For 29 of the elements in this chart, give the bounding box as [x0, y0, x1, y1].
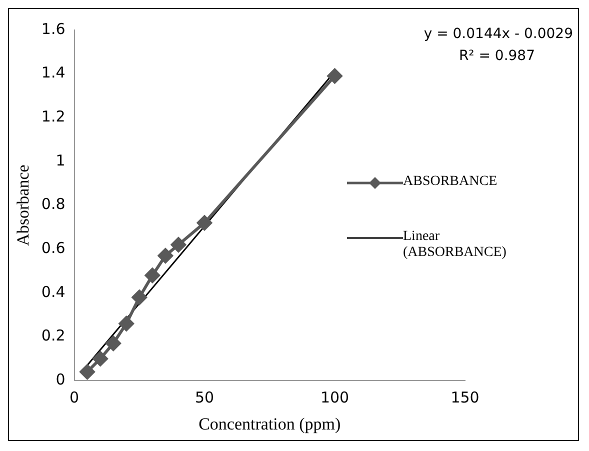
y-tick-label: 1.4: [41, 64, 66, 82]
point: [170, 237, 186, 252]
x-tick-label: 0: [69, 388, 80, 406]
x-tick-label: 150: [450, 388, 480, 406]
point: [158, 248, 173, 264]
y-tick-label: 1: [56, 151, 66, 170]
x-axis-title: Concentration (ppm): [198, 414, 341, 434]
legend-label: Linear (ABSORBANCE): [403, 229, 506, 261]
legend-label: ABSORBANCE: [403, 174, 498, 190]
annotation: R² = 0.987: [458, 48, 535, 64]
y-axis-title: Absorbance: [14, 164, 33, 246]
point: [92, 351, 108, 366]
point: [197, 215, 212, 230]
x-tick-label: 100: [320, 388, 350, 406]
x-tick-label: 50: [194, 388, 214, 406]
point: [327, 68, 342, 84]
point: [106, 336, 121, 351]
y-tick-label: 0.8: [41, 195, 66, 214]
annotation: y = 0.0144x - 0.0029: [424, 26, 573, 42]
y-tick-label: 1.6: [41, 20, 66, 38]
point: [80, 364, 95, 380]
y-tick-label: 0.4: [41, 282, 66, 301]
point: [132, 290, 147, 305]
y-tick-label: 0: [56, 370, 66, 388]
y-tick-label: 0.6: [41, 239, 66, 258]
y-tick-label: 0.2: [41, 326, 66, 345]
y-tick-label: 1.2: [41, 108, 66, 126]
point: [144, 268, 160, 283]
point: [118, 316, 134, 332]
